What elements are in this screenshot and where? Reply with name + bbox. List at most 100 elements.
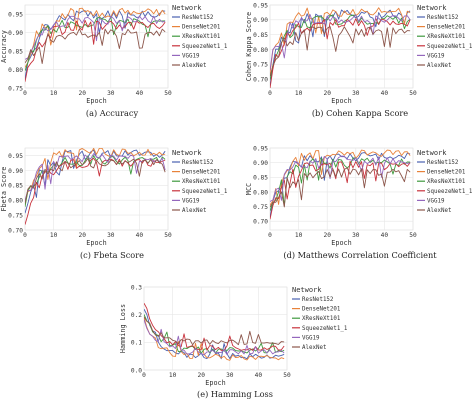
- panel-caption: (c) Fbeta Score: [80, 250, 144, 260]
- panel-caption: (a) Accuracy: [86, 108, 139, 118]
- legend-entry: ResNet152: [302, 297, 333, 303]
- y-tick-label: 0.70: [253, 219, 268, 226]
- y-tick-label: 0.80: [253, 189, 268, 196]
- x-tick-label: 0: [142, 372, 146, 379]
- legend-entry: ResNet152: [182, 15, 213, 21]
- y-tick-label: 0.95: [8, 12, 23, 19]
- x-tick-label: 40: [136, 90, 144, 97]
- y-tick-label: 0.95: [8, 153, 23, 160]
- y-tick-label: 0.95: [253, 2, 268, 9]
- series-line-xresnext101: [270, 14, 411, 80]
- legend-entry: AlexNet: [182, 208, 206, 214]
- x-tick-label: 0: [268, 232, 272, 239]
- series-line-squeezenet1-1: [144, 302, 285, 351]
- y-tick-label: 0.85: [253, 175, 268, 182]
- y-tick-label: 0.95: [253, 145, 268, 152]
- x-tick-label: 20: [78, 232, 86, 239]
- series-line-alexnet: [25, 28, 166, 64]
- x-tick-label: 40: [381, 90, 389, 97]
- legend-entry: SqueezeNet1_1: [427, 44, 473, 50]
- series-line-alexnet: [270, 167, 411, 208]
- legend-entry: AlexNet: [302, 345, 326, 351]
- x-tick-label: 20: [323, 232, 331, 239]
- x-tick-label: 20: [197, 372, 205, 379]
- series-line-vgg19: [270, 14, 411, 71]
- legend-entry: DenseNet201: [182, 170, 221, 176]
- x-tick-label: 0: [23, 232, 27, 239]
- y-tick-label: 0.3: [131, 284, 142, 291]
- x-tick-label: 10: [295, 232, 303, 239]
- x-tick-label: 30: [107, 232, 115, 239]
- x-axis-label: Epoch: [86, 97, 106, 105]
- y-tick-label: 0.75: [253, 204, 268, 211]
- series-line-squeezenet1-1: [270, 18, 411, 88]
- legend-entry: SqueezeNet1_1: [182, 44, 228, 50]
- series-line-densenet201: [270, 149, 411, 206]
- legend-entry: ResNet152: [427, 15, 458, 21]
- y-axis-label: Hamming Loss: [119, 304, 127, 353]
- plot-area: [24, 4, 169, 89]
- legend: Network ResNet152 DenseNet201 XResNeXt101 Sq…: [172, 149, 228, 214]
- y-tick-label: 0.80: [8, 198, 23, 205]
- y-tick-label: 0.1: [131, 340, 142, 347]
- legend-entry: DenseNet201: [427, 170, 466, 176]
- x-tick-label: 30: [352, 90, 360, 97]
- x-tick-label: 0: [268, 90, 272, 97]
- legend-entry: SqueezeNet1_1: [427, 189, 473, 195]
- x-tick-label: 40: [255, 372, 263, 379]
- panel-mcc: 0.70 0.75 0.80 0.85 0.90 0.95 0 10 20 30 40 50 Epoch…: [245, 145, 473, 260]
- legend-title: Network: [417, 149, 447, 157]
- x-tick-label: 50: [409, 90, 417, 97]
- legend-entry: XResNeXt101: [182, 34, 221, 40]
- series-line-densenet201: [25, 7, 166, 68]
- legend: Network ResNet152 DenseNet201 XResNeXt101 Sq…: [417, 149, 473, 214]
- legend-entry: VGG19: [182, 53, 200, 59]
- series-line-vgg19: [270, 155, 411, 202]
- y-tick-label: 0.85: [8, 49, 23, 56]
- y-tick-label: 0.70: [253, 77, 268, 84]
- series-line-densenet201: [144, 317, 285, 361]
- x-tick-label: 50: [283, 372, 291, 379]
- legend-title: Network: [172, 149, 202, 157]
- panel-accuracy: 0.75 0.80 0.85 0.90 0.95 0 10 20 30 40 50 Epoch Accu…: [0, 4, 228, 118]
- y-tick-label: 0.0: [131, 367, 142, 374]
- x-tick-label: 30: [107, 90, 115, 97]
- y-tick-label: 0.2: [131, 312, 142, 319]
- legend-title: Network: [417, 4, 447, 12]
- series-line-squeezenet1-1: [270, 160, 411, 220]
- plot-area: [143, 286, 288, 371]
- x-tick-label: 40: [381, 232, 389, 239]
- panel-hamming: 0.0 0.1 0.2 0.3 0 10 20 30 40 50 Epoch Hamming Loss…: [119, 284, 348, 399]
- legend-title: Network: [172, 4, 202, 12]
- panel-caption: (b) Cohen Kappa Score: [312, 108, 408, 118]
- y-tick-label: 0.75: [8, 212, 23, 219]
- series-line-resnet152: [144, 308, 285, 360]
- y-tick-label: 0.90: [253, 17, 268, 24]
- legend-entry: XResNeXt101: [182, 179, 221, 185]
- legend-entry: DenseNet201: [302, 307, 341, 313]
- series-line-xresnext101: [25, 16, 166, 72]
- x-tick-label: 50: [164, 232, 172, 239]
- legend-entry: VGG19: [427, 53, 445, 59]
- legend: Network ResNet152 DenseNet201 XResNeXt101 Sq…: [172, 4, 228, 69]
- x-axis-label: Epoch: [86, 239, 106, 247]
- y-tick-label: 0.80: [8, 67, 23, 74]
- y-axis-label: Fbeta Score: [0, 166, 8, 211]
- series-line-alexnet: [144, 316, 285, 346]
- x-tick-label: 50: [409, 232, 417, 239]
- y-tick-label: 0.85: [253, 32, 268, 39]
- legend-entry: SqueezeNet1_1: [182, 189, 228, 195]
- y-axis-label: Cohen Kappa Score: [245, 12, 253, 82]
- legend-entry: XResNeXt101: [302, 316, 341, 322]
- legend-entry: AlexNet: [427, 63, 451, 69]
- x-tick-label: 20: [323, 90, 331, 97]
- legend-entry: DenseNet201: [427, 25, 466, 31]
- y-tick-label: 0.80: [253, 47, 268, 54]
- x-axis-label: Epoch: [205, 379, 225, 387]
- series-line-densenet201: [270, 7, 411, 74]
- y-tick-label: 0.90: [8, 168, 23, 175]
- x-axis-label: Epoch: [331, 239, 351, 247]
- x-axis-label: Epoch: [331, 97, 351, 105]
- legend-entry: XResNeXt101: [427, 34, 466, 40]
